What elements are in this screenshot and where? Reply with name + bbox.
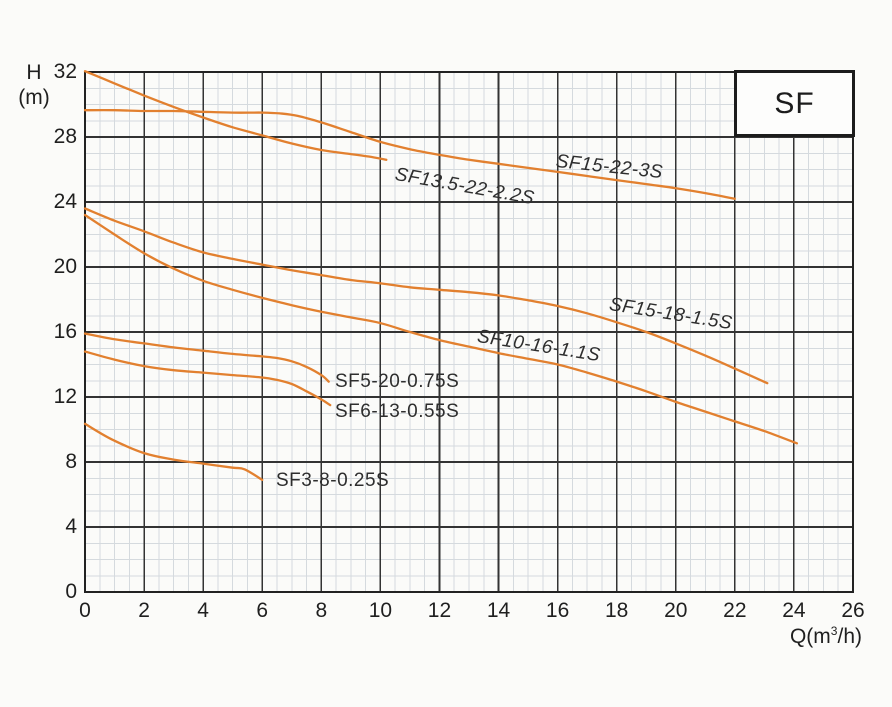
y-axis-title-unit: (m) bbox=[18, 86, 50, 109]
pump-curve-SF13.5-22-2.2S bbox=[83, 70, 388, 161]
pump-curve-SF15-22-3S bbox=[83, 109, 736, 200]
x-axis-tick-4: 4 bbox=[197, 599, 209, 622]
x-axis-tick-6: 6 bbox=[256, 599, 269, 622]
y-axis-tick-16: 16 bbox=[53, 320, 77, 343]
curve-label-SF3-8-0.25S: SF3-8-0.25S bbox=[276, 470, 390, 491]
pump-curve-SF5-20-0.75S bbox=[83, 332, 330, 383]
y-axis-title: H (m) bbox=[6, 60, 62, 110]
x-axis-title-superscript: 3 bbox=[830, 624, 838, 638]
pump-curve-SF15-18-1.5S bbox=[83, 207, 769, 385]
plot-border bbox=[83, 70, 855, 594]
x-axis-tick-12: 12 bbox=[427, 599, 452, 622]
series-family-box: SF bbox=[734, 70, 855, 137]
x-axis-tick-16: 16 bbox=[545, 599, 570, 622]
series-family-label: SF bbox=[774, 86, 815, 120]
y-axis-title-symbol: H bbox=[26, 61, 42, 84]
y-axis-tick-20: 20 bbox=[53, 255, 77, 278]
x-axis-title-suffix: /h) bbox=[837, 625, 862, 648]
y-axis-tick-8: 8 bbox=[65, 450, 77, 473]
x-axis-tick-8: 8 bbox=[315, 599, 328, 622]
y-axis-tick-0: 0 bbox=[65, 580, 77, 603]
x-axis-title: Q(m3/h) bbox=[790, 624, 862, 649]
x-axis-tick-26: 26 bbox=[841, 599, 865, 622]
y-axis-tick-28: 28 bbox=[53, 125, 77, 148]
curve-label-SF6-13-0.55S: SF6-13-0.55S bbox=[335, 401, 460, 422]
x-axis-tick-22: 22 bbox=[723, 599, 747, 622]
y-axis-tick-12: 12 bbox=[53, 385, 77, 408]
pump-curve-SF6-13-0.55S bbox=[83, 350, 332, 407]
x-axis-tick-24: 24 bbox=[782, 599, 806, 622]
x-axis-tick-20: 20 bbox=[664, 599, 688, 622]
y-axis-tick-4: 4 bbox=[65, 515, 77, 538]
pump-curve-SF10-16-1.1S bbox=[83, 213, 799, 445]
pump-curve-SF3-8-0.25S bbox=[83, 422, 264, 482]
x-axis-tick-14: 14 bbox=[486, 599, 511, 622]
x-axis-tick-10: 10 bbox=[368, 599, 393, 622]
x-axis-tick-0: 0 bbox=[79, 599, 91, 622]
x-axis-title-prefix: Q(m bbox=[789, 625, 831, 648]
curve-label-SF5-20-0.75S: SF5-20-0.75S bbox=[335, 371, 460, 392]
x-axis-tick-2: 2 bbox=[138, 599, 150, 622]
y-axis-tick-32: 32 bbox=[53, 60, 77, 83]
y-axis-tick-24: 24 bbox=[53, 190, 77, 213]
x-axis-tick-18: 18 bbox=[605, 599, 629, 622]
